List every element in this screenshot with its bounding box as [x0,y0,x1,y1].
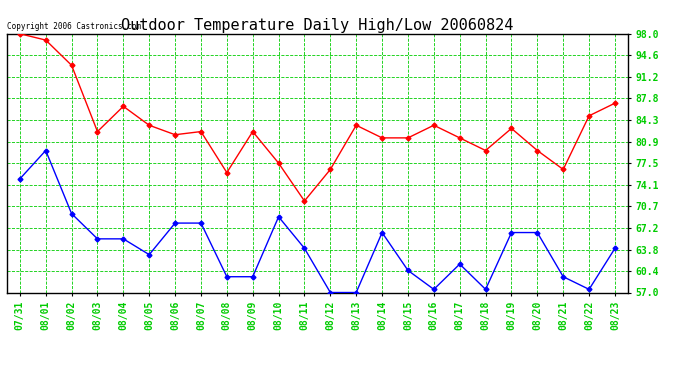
Title: Outdoor Temperature Daily High/Low 20060824: Outdoor Temperature Daily High/Low 20060… [121,18,513,33]
Text: Copyright 2006 Castronics.com: Copyright 2006 Castronics.com [7,22,141,31]
